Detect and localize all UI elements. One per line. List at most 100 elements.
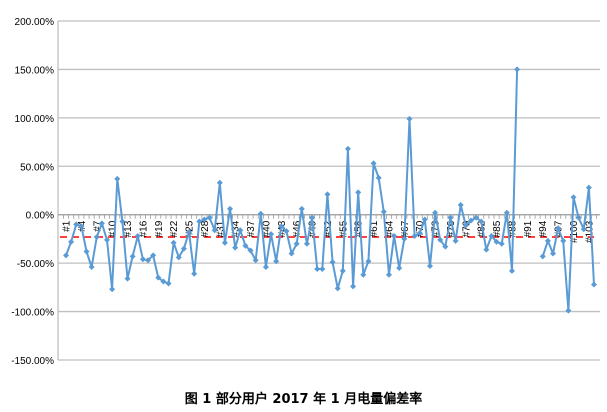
data-point (585, 184, 592, 191)
data-point (268, 231, 275, 238)
data-point (247, 247, 254, 254)
data-point (416, 230, 423, 237)
y-tick-label: -100.00% (11, 308, 54, 319)
y-tick-label: 50.00% (20, 162, 54, 173)
data-point (68, 238, 75, 245)
data-point (257, 210, 264, 217)
data-point (216, 179, 223, 186)
data-point (514, 66, 521, 73)
data-point (221, 239, 228, 246)
data-point (473, 214, 480, 221)
data-point (262, 264, 269, 271)
y-tick-label: 200.00% (15, 17, 55, 28)
data-point (242, 242, 249, 249)
x-tick-label: #40 (261, 220, 272, 237)
x-tick-label: #76 (446, 220, 457, 237)
data-point (227, 205, 234, 212)
data-point (391, 233, 398, 240)
data-point (447, 214, 454, 221)
x-tick-label: #94 (538, 220, 549, 237)
data-point (98, 220, 105, 227)
data-point (549, 250, 556, 257)
data-point (570, 194, 577, 201)
data-point (78, 223, 85, 230)
data-point (63, 252, 69, 259)
x-tick-label: #19 (154, 220, 165, 237)
data-point (283, 228, 290, 235)
data-point (298, 205, 305, 212)
data-point (175, 254, 182, 261)
data-point (334, 285, 341, 292)
line-chart: 200.00% 150.00% 100.00% 50.00% 0.00% -50.00% -… (11, 17, 600, 367)
data-point (88, 264, 95, 271)
data-point (319, 265, 326, 272)
data-point (73, 221, 80, 228)
y-tick-label: -50.00% (17, 259, 54, 270)
data-point (426, 263, 433, 270)
data-point (145, 257, 152, 264)
data-point (360, 271, 367, 278)
data-point (421, 216, 428, 223)
data-point (288, 250, 295, 257)
data-point (324, 191, 331, 198)
x-tick-label: #13 (123, 220, 134, 237)
data-point (375, 174, 382, 181)
data-point (191, 270, 198, 277)
y-tick-label: 0.00% (26, 211, 54, 222)
data-point (273, 258, 280, 265)
data-point (309, 214, 316, 221)
data-point (278, 223, 285, 230)
data-point (483, 246, 490, 253)
x-tick-label: #91 (523, 220, 534, 237)
data-point (467, 217, 474, 224)
x-tick-label: #22 (169, 220, 180, 237)
x-tick-label: #28 (200, 220, 211, 237)
data-point (165, 280, 172, 287)
y-tick-label: -150.00% (11, 356, 54, 367)
data-point (493, 238, 500, 245)
x-tick-label: #10 (108, 220, 119, 237)
data-point (206, 214, 213, 221)
x-tick-label: #61 (369, 220, 380, 237)
data-point (134, 233, 141, 240)
data-point (411, 233, 418, 240)
data-point (129, 253, 136, 260)
data-point (83, 248, 90, 255)
x-tick-label: #73 (431, 220, 442, 237)
data-point (314, 265, 321, 272)
data-point (498, 240, 505, 247)
data-point (565, 307, 572, 314)
x-tick-label: #7 (92, 220, 103, 232)
data-point (401, 235, 408, 242)
data-point (575, 214, 582, 221)
data-point (155, 274, 162, 281)
data-point (478, 218, 485, 225)
data-point (180, 245, 187, 252)
series-line (65, 69, 595, 312)
data-point (457, 202, 464, 209)
x-tick-label: #64 (384, 220, 395, 237)
x-tick-label: #1 (62, 220, 73, 232)
data-point (196, 218, 203, 225)
data-point (503, 209, 510, 216)
data-point (508, 267, 515, 274)
x-tick-label: #37 (246, 220, 257, 237)
data-point (252, 257, 259, 264)
x-tick-label: #103 (584, 220, 595, 243)
x-tick-label: #52 (323, 220, 334, 237)
data-point (293, 240, 300, 247)
data-point (150, 252, 157, 259)
data-point (344, 145, 351, 152)
data-point (114, 175, 121, 182)
data-point (406, 115, 413, 122)
x-tick-label: #79 (461, 220, 472, 237)
x-tick-label: #25 (185, 220, 196, 237)
data-point (237, 227, 244, 234)
data-point (555, 225, 562, 232)
x-tick-label: #34 (231, 220, 242, 237)
data-point (104, 236, 111, 243)
data-point (339, 267, 346, 274)
x-tick-label: #46 (292, 220, 303, 237)
data-point (539, 253, 546, 260)
